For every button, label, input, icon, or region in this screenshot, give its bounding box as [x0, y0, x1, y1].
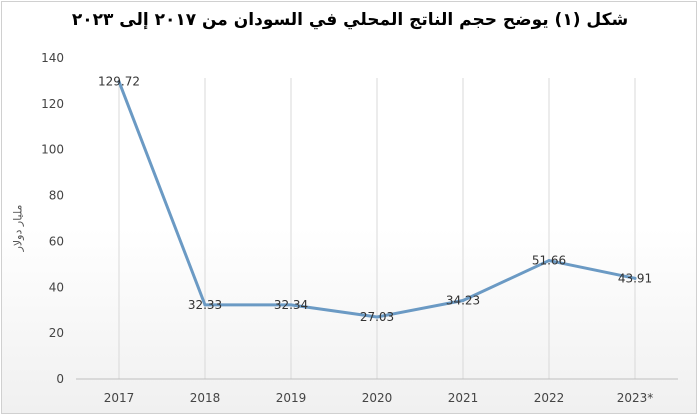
series-layer [117, 80, 637, 319]
data-labels: 129.72 32.33 32.34 27.03 34.23 51.66 43.91 [98, 75, 652, 324]
chart-title: شكل (١) يوضح حجم الناتج المحلي في السودا… [71, 10, 629, 30]
y-tick-label: 60 [49, 234, 64, 248]
data-point [289, 303, 293, 307]
data-label: 32.34 [274, 298, 308, 312]
data-label: 27.03 [360, 310, 394, 324]
y-tick-labels: 0 20 40 60 80 100 120 140 [41, 51, 64, 386]
x-tick-label: 2018 [190, 391, 221, 405]
data-label: 32.33 [188, 298, 222, 312]
x-tick-labels: 2017 2018 2019 2020 2021 2022 2023* [104, 391, 654, 405]
y-tick-label: 0 [56, 372, 64, 386]
x-tick-label: 2017 [104, 391, 135, 405]
data-point [633, 276, 637, 280]
data-point [547, 259, 551, 263]
x-tick-label: 2022 [534, 391, 565, 405]
y-tick-label: 120 [41, 97, 64, 111]
data-point [461, 299, 465, 303]
x-tick-label: 2020 [362, 391, 393, 405]
data-label: 34.23 [446, 294, 480, 308]
x-tick-label: 2023* [617, 391, 654, 405]
data-label: 43.91 [618, 271, 652, 285]
y-tick-label: 40 [49, 280, 64, 294]
data-label: 129.72 [98, 75, 140, 89]
x-tick-label: 2019 [276, 391, 307, 405]
y-tick-label: 80 [49, 189, 64, 203]
y-tick-label: 140 [41, 51, 64, 65]
data-point [203, 303, 207, 307]
gridlines [118, 78, 636, 379]
data-point [117, 80, 121, 84]
y-tick-label: 100 [41, 143, 64, 157]
x-tick-label: 2021 [448, 391, 479, 405]
data-point [375, 315, 379, 319]
y-tick-label: 20 [49, 326, 64, 340]
data-label: 51.66 [532, 254, 566, 268]
